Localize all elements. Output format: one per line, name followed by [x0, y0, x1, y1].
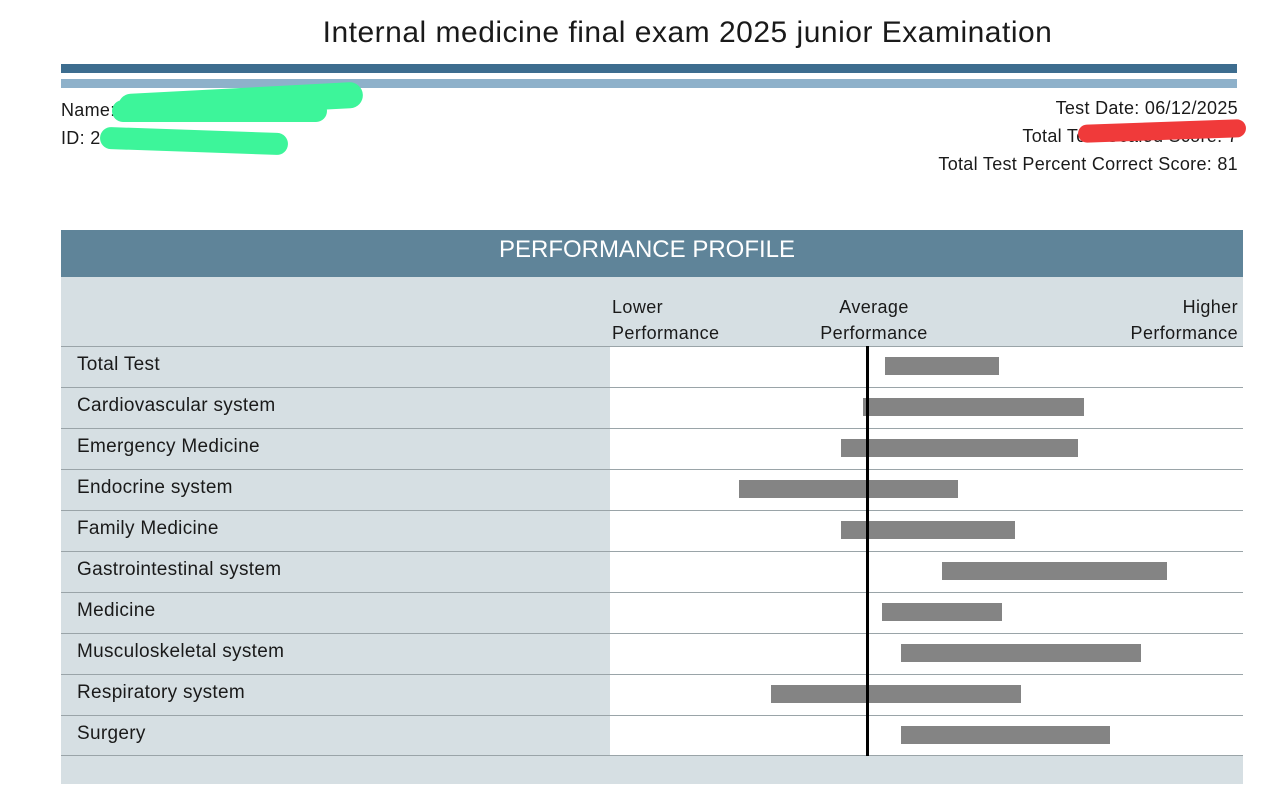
- category-label: Emergency Medicine: [77, 436, 260, 457]
- student-name: Name:: [61, 100, 116, 120]
- row-divider: [61, 551, 1243, 552]
- row-divider: [61, 510, 1243, 511]
- scale-lower-line1: Lower: [612, 297, 664, 317]
- header-rule-dark: [61, 64, 1237, 73]
- student-info: Name: ID: 2: [61, 96, 116, 152]
- scale-lower-line2: Performance: [612, 323, 720, 343]
- panel-footer: [61, 757, 1243, 784]
- performance-bar: [884, 357, 999, 375]
- exam-title: Internal medicine final exam 2025 junior…: [322, 16, 1053, 49]
- performance-bar: [862, 398, 1085, 416]
- performance-bar: [881, 603, 1003, 621]
- performance-bar: [900, 644, 1142, 662]
- performance-bar: [739, 480, 958, 498]
- performance-chart: Total Test Cardiovascular system Emergency…: [61, 346, 1243, 756]
- scale-label-higher: Higher Performance: [1131, 294, 1238, 346]
- test-date: Test Date: 06/12/2025: [1055, 98, 1238, 118]
- row-divider: [61, 592, 1243, 593]
- row-divider: [61, 346, 1243, 347]
- redaction-mark-name-2: [112, 100, 327, 122]
- category-label: Surgery: [77, 723, 146, 744]
- performance-bar: [840, 521, 1015, 539]
- row-divider: [61, 387, 1243, 388]
- performance-bar: [771, 685, 1022, 703]
- category-label: Family Medicine: [77, 518, 219, 539]
- category-label: Endocrine system: [77, 477, 233, 498]
- category-label: Cardiovascular system: [77, 395, 276, 416]
- average-reference-line: [866, 346, 869, 756]
- scale-label-lower: Lower Performance: [612, 294, 719, 346]
- scale-higher-line2: Performance: [1130, 323, 1238, 343]
- scale-higher-line1: Higher: [1182, 297, 1238, 317]
- row-divider: [61, 755, 1243, 756]
- redaction-mark-id: [99, 126, 289, 156]
- performance-bar: [941, 562, 1167, 580]
- category-label: Total Test: [77, 354, 160, 375]
- scale-average-line1: Average: [839, 297, 909, 317]
- scale-average-line2: Performance: [820, 323, 928, 343]
- scale-label-average: Average Performance: [814, 294, 934, 346]
- row-divider: [61, 428, 1243, 429]
- total-percent-score: Total Test Percent Correct Score: 81: [938, 154, 1238, 174]
- category-label: Gastrointestinal system: [77, 559, 282, 580]
- header-rule-light: [61, 79, 1237, 88]
- performance-profile-header: PERFORMANCE PROFILE: [61, 230, 1243, 277]
- performance-profile-title: PERFORMANCE PROFILE: [498, 236, 796, 263]
- row-divider: [61, 633, 1243, 634]
- category-label: Medicine: [77, 600, 156, 621]
- row-divider: [61, 715, 1243, 716]
- row-divider: [61, 469, 1243, 470]
- performance-bar: [900, 726, 1110, 744]
- row-divider: [61, 674, 1243, 675]
- category-label: Respiratory system: [77, 682, 245, 703]
- student-id: ID: 2: [61, 128, 101, 148]
- performance-bar: [840, 439, 1079, 457]
- category-label: Musculoskeletal system: [77, 641, 285, 662]
